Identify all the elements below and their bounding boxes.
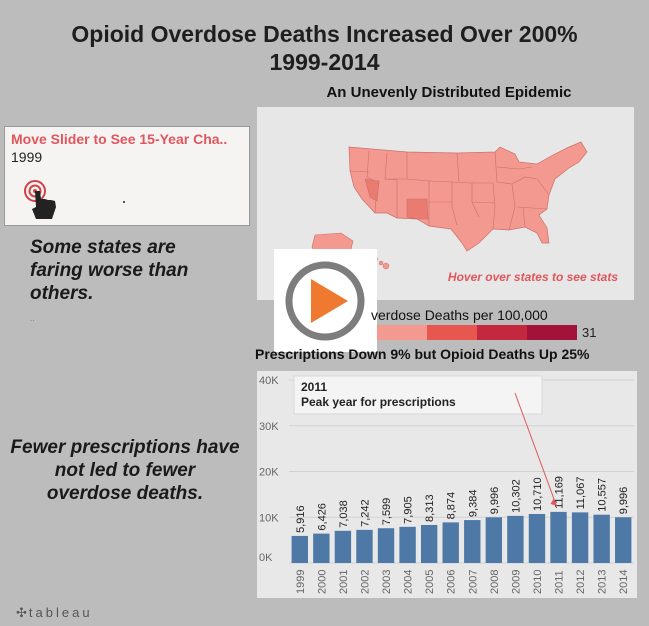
bar-data-label: 9,384 — [467, 490, 479, 518]
tableau-brand: tableau — [28, 605, 93, 620]
state-new-mexico[interactable] — [406, 198, 429, 220]
x-tick-label: 2004 — [403, 570, 415, 594]
tableau-plus-icon: ✣ — [16, 605, 27, 620]
bar[interactable] — [313, 533, 330, 563]
bar-data-label: 9,996 — [618, 487, 630, 515]
bar-data-label: 5,916 — [295, 505, 307, 533]
legend-swatch-4 — [527, 325, 577, 340]
bar-data-label: 8,313 — [424, 494, 436, 522]
bar-data-label: 10,710 — [532, 477, 544, 511]
page-title: Opioid Overdose Deaths Increased Over 20… — [0, 20, 649, 76]
bar[interactable] — [615, 517, 632, 563]
bar-data-label: 10,557 — [597, 478, 609, 512]
bar-chart[interactable]: 0K 10K 20K 30K 40K 5,916 1999 6,426 2000 7,038 200… — [257, 371, 637, 598]
x-tick-label: 2012 — [575, 570, 587, 594]
annotation-text: Peak year for prescriptions — [301, 395, 456, 409]
annotation-year: 2011 — [301, 380, 327, 394]
state-borders — [349, 150, 550, 231]
bar-data-label: 11,067 — [575, 477, 587, 510]
map-hover-hint: Hover over states to see stats — [447, 270, 618, 284]
x-tick-label: 2000 — [316, 570, 328, 594]
slider-year-value[interactable]: 1999 — [11, 149, 43, 165]
y-tick-label: 10K — [259, 512, 279, 524]
x-tick-label: 2001 — [338, 570, 350, 594]
bar-chart-title: Prescriptions Down 9% but Opioid Deaths … — [255, 346, 590, 362]
bar[interactable] — [571, 512, 589, 563]
page-title-line2: 1999-2014 — [269, 49, 380, 75]
states-note: Some states are faring worse than others… — [30, 237, 189, 304]
bar[interactable] — [507, 515, 524, 563]
y-tick-label: 30K — [259, 421, 279, 433]
play-button[interactable] — [274, 249, 377, 352]
x-tick-label: 2009 — [510, 570, 522, 594]
x-tick-label: 2005 — [424, 570, 436, 594]
bar-data-label: 6,426 — [316, 503, 328, 531]
y-tick-label: 20K — [259, 467, 279, 479]
bar[interactable] — [356, 529, 373, 563]
map-title: An Unevenly Distributed Epidemic — [326, 84, 572, 101]
y-tick-label: 40K — [259, 375, 279, 387]
year-slider-card[interactable]: Move Slider to See 15-Year Cha.. 1999 — [4, 126, 250, 226]
x-tick-label: 1999 — [295, 570, 307, 594]
state-nevada[interactable] — [364, 178, 380, 202]
bar[interactable] — [291, 535, 308, 563]
bar-data-label: 7,905 — [403, 496, 415, 524]
slider-handle-dot[interactable] — [123, 201, 125, 203]
bar-data-label: 8,874 — [446, 492, 458, 520]
bar[interactable] — [485, 517, 503, 563]
y-tick-label: 0K — [259, 552, 273, 564]
x-tick-label: 2008 — [489, 570, 501, 594]
state-map-body[interactable] — [348, 141, 588, 252]
bar[interactable] — [550, 511, 567, 563]
bar[interactable] — [334, 530, 352, 563]
annotation-arrowhead — [550, 498, 557, 506]
play-icon[interactable] — [274, 249, 377, 352]
bar-chart-panel[interactable]: 0K 10K 20K 30K 40K 5,916 1999 6,426 2000 7,038 200… — [257, 371, 637, 598]
bar[interactable] — [420, 524, 438, 563]
bar[interactable] — [464, 520, 481, 563]
legend-swatch-3 — [477, 325, 527, 340]
legend-swatch-1 — [377, 325, 427, 340]
bar[interactable] — [442, 522, 459, 563]
annotation-arrow — [514, 392, 558, 507]
bar[interactable] — [377, 528, 395, 563]
touch-hand-icon[interactable] — [22, 179, 62, 223]
page-title-line1: Opioid Overdose Deaths Increased Over 20… — [71, 21, 578, 47]
bar-data-label: 7,599 — [381, 498, 393, 526]
legend-title: verdose Deaths per 100,000 — [371, 307, 548, 323]
tableau-logo[interactable]: ✣ tableau — [16, 605, 93, 621]
bar[interactable] — [593, 514, 610, 563]
x-tick-label: 2014 — [618, 570, 630, 594]
x-tick-label: 2003 — [381, 570, 393, 594]
x-tick-label: 2011 — [554, 570, 566, 594]
bar-data-label: 7,038 — [338, 500, 350, 528]
x-tick-label: 2007 — [467, 570, 479, 594]
bar-data-label: 10,302 — [510, 479, 522, 513]
bar-data-label: 7,242 — [359, 499, 371, 527]
prescriptions-note: Fewer prescriptions have not led to fewe… — [10, 437, 240, 504]
bar-data-label: 9,996 — [489, 487, 501, 515]
legend-color-ramp — [377, 325, 577, 340]
legend-max-label: 31 — [582, 325, 597, 340]
legend-swatch-2 — [427, 325, 477, 340]
slider-title: Move Slider to See 15-Year Cha.. — [11, 131, 228, 147]
annotation-box — [293, 375, 543, 415]
bar[interactable] — [399, 526, 416, 563]
x-tick-label: 2006 — [446, 570, 458, 594]
x-tick-label: 2010 — [532, 570, 544, 594]
bar[interactable] — [528, 514, 546, 563]
x-tick-label: 2013 — [597, 570, 609, 594]
tiny-dots: .. — [30, 314, 35, 323]
bar-data-label: 11,169 — [554, 476, 566, 509]
x-tick-label: 2002 — [359, 570, 371, 594]
